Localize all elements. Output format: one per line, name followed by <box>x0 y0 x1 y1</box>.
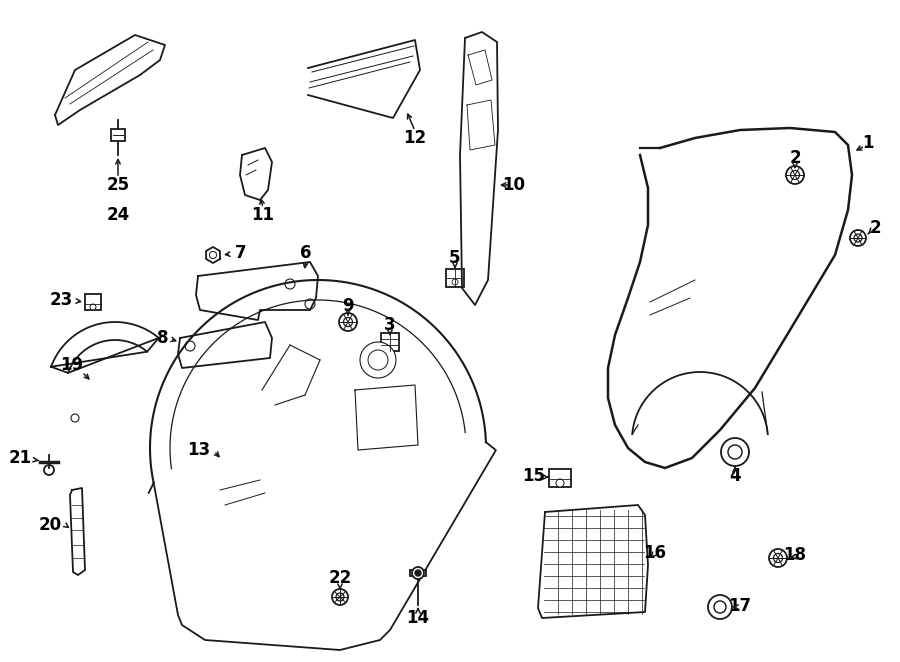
Text: 2: 2 <box>869 219 881 237</box>
Circle shape <box>336 593 344 601</box>
Bar <box>446 269 464 287</box>
Circle shape <box>305 299 315 309</box>
Text: 22: 22 <box>328 569 352 587</box>
Circle shape <box>285 279 295 289</box>
Circle shape <box>368 350 388 370</box>
Text: 20: 20 <box>39 516 62 534</box>
Text: 3: 3 <box>384 316 396 334</box>
Text: 19: 19 <box>60 356 84 374</box>
Circle shape <box>721 438 749 466</box>
Text: 6: 6 <box>301 244 311 262</box>
Text: 12: 12 <box>403 129 427 147</box>
Text: 25: 25 <box>106 176 130 194</box>
Text: 15: 15 <box>522 467 545 485</box>
Circle shape <box>210 252 217 259</box>
Circle shape <box>339 313 357 331</box>
Text: 9: 9 <box>342 297 354 315</box>
Text: 1: 1 <box>862 134 874 152</box>
Circle shape <box>90 304 96 310</box>
Circle shape <box>452 279 458 285</box>
Circle shape <box>44 465 54 475</box>
Circle shape <box>185 341 195 351</box>
Circle shape <box>344 318 353 326</box>
Bar <box>85 294 101 310</box>
Text: 7: 7 <box>235 244 247 262</box>
Text: 14: 14 <box>407 609 429 627</box>
Circle shape <box>786 166 804 184</box>
Circle shape <box>556 479 564 487</box>
Text: 17: 17 <box>728 597 752 615</box>
Circle shape <box>71 414 79 422</box>
Circle shape <box>332 589 348 605</box>
Text: 11: 11 <box>251 206 274 224</box>
Text: 13: 13 <box>187 441 210 459</box>
Circle shape <box>790 171 799 179</box>
Text: 23: 23 <box>50 291 73 309</box>
Circle shape <box>769 549 787 567</box>
Circle shape <box>728 445 742 459</box>
Circle shape <box>773 553 782 563</box>
Text: 16: 16 <box>644 544 667 562</box>
Circle shape <box>415 570 421 576</box>
Text: 4: 4 <box>729 467 741 485</box>
Text: 5: 5 <box>449 249 461 267</box>
Circle shape <box>850 230 866 246</box>
Bar <box>549 469 571 487</box>
Circle shape <box>360 342 396 378</box>
Text: 8: 8 <box>157 329 168 347</box>
Text: 18: 18 <box>784 546 806 564</box>
Circle shape <box>854 234 862 242</box>
Circle shape <box>412 567 424 579</box>
Circle shape <box>714 601 726 613</box>
Text: 24: 24 <box>106 206 130 224</box>
Text: 10: 10 <box>502 176 526 194</box>
Bar <box>381 333 399 351</box>
Text: 2: 2 <box>789 149 801 167</box>
Bar <box>410 570 426 576</box>
Text: 21: 21 <box>9 449 32 467</box>
Circle shape <box>708 595 732 619</box>
Bar <box>111 129 125 141</box>
